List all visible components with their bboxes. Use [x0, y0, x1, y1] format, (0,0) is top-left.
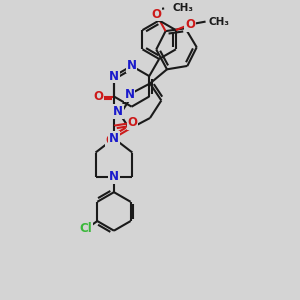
Text: N: N	[124, 88, 135, 101]
Text: CH₃: CH₃	[208, 16, 230, 27]
Text: Cl: Cl	[80, 222, 92, 235]
Text: N: N	[109, 132, 119, 145]
Text: N: N	[127, 59, 136, 72]
Text: CH₃: CH₃	[172, 4, 194, 14]
Text: O: O	[105, 134, 116, 147]
Text: O: O	[185, 18, 195, 31]
Text: N: N	[109, 170, 119, 183]
Text: N: N	[113, 105, 123, 118]
Text: N: N	[109, 70, 119, 83]
Text: O: O	[127, 116, 137, 129]
Text: O: O	[93, 90, 103, 103]
Text: O: O	[151, 8, 161, 21]
